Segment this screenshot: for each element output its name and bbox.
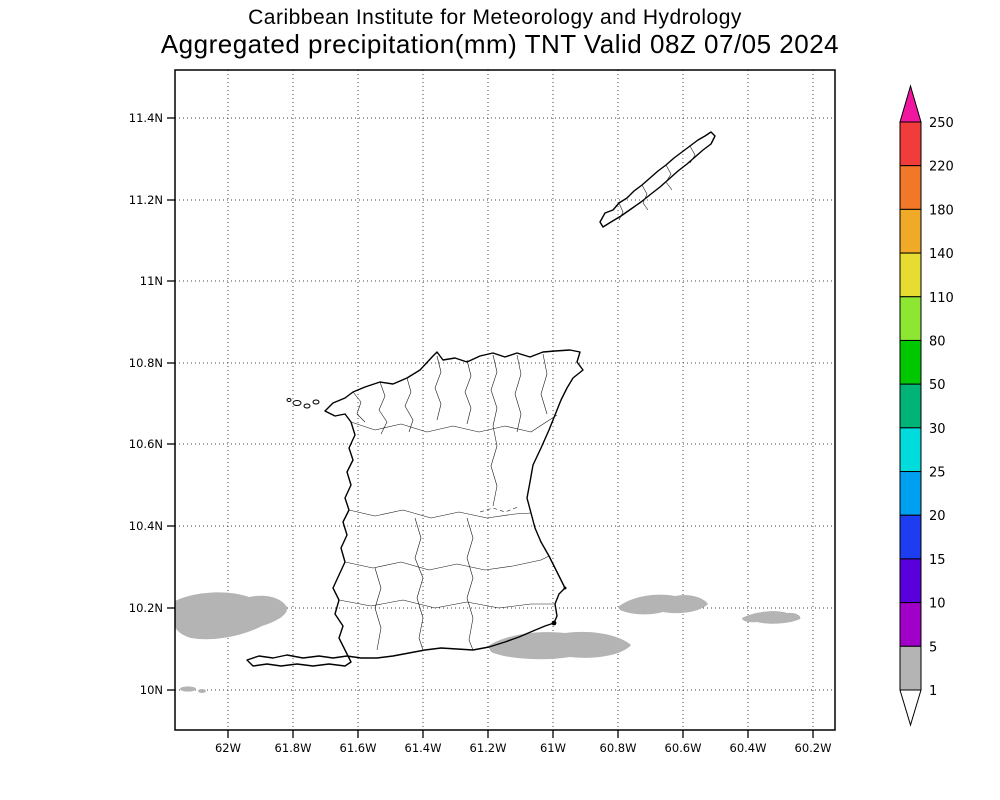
tobago-coastline	[599, 131, 716, 228]
plot-frame	[174, 69, 836, 731]
lon-tick-label: 60.4W	[730, 741, 767, 755]
colorbar-tick-label: 110	[929, 291, 954, 306]
colorbar-tick-label: 80	[929, 334, 946, 349]
lon-tick-label: 61.8W	[275, 741, 312, 755]
colorbar-tick-label: 1	[929, 684, 937, 699]
precip-area-southeast	[618, 594, 708, 615]
lat-tick-label: 10.4N	[129, 519, 163, 533]
colorbar-tick-label: 250	[929, 116, 954, 131]
graticule-lines	[175, 70, 835, 730]
colorbar-segment	[899, 558, 922, 604]
colorbar-segment	[899, 602, 922, 647]
colorbar-tick-label: 50	[929, 378, 946, 393]
lat-tick-label: 10.8N	[129, 356, 163, 370]
lat-tick-label: 11.2N	[129, 193, 163, 207]
trinidad-internal-boundaries	[338, 353, 558, 651]
colorbar-tick-label: 30	[929, 422, 946, 437]
lon-tick-label: 60.2W	[795, 741, 832, 755]
plot-area	[174, 69, 836, 731]
lat-tick-label: 10.6N	[129, 437, 163, 451]
lon-tick-label: 60.8W	[600, 741, 637, 755]
trinidad-coastline	[246, 349, 584, 667]
tobago-internal-boundaries	[618, 145, 696, 221]
bocas-islets	[286, 398, 320, 409]
colorbar-segment	[899, 339, 922, 385]
galeota-point-mark	[551, 620, 557, 626]
trinidad	[246, 349, 584, 667]
precip-shaded-areas	[175, 592, 801, 693]
product-title: Aggregated precipitation(mm) TNT Valid 0…	[160, 29, 840, 59]
colorbar-tick-label: 220	[929, 160, 954, 175]
lat-tick-label: 11.4N	[129, 111, 163, 125]
colorbar-tick-label: 20	[929, 509, 946, 524]
colorbar-segment	[899, 165, 922, 210]
colorbar-tick-label: 140	[929, 247, 954, 262]
lon-tick-label: 61.6W	[340, 741, 377, 755]
precip-speck-1	[180, 686, 196, 692]
colorbar-segment	[899, 514, 922, 560]
latitude-axis-labels: 11.4N 11.2N 11N 10.8N 10.6N 10.4N 10.2N 10N	[129, 111, 163, 697]
colorbar-top-arrow	[899, 84, 922, 123]
precip-area-south-central	[488, 631, 631, 660]
colorbar-segment	[899, 296, 922, 341]
lon-tick-label: 61.2W	[470, 741, 507, 755]
precip-speck-2	[198, 689, 206, 693]
colorbar-segment	[899, 121, 922, 167]
colorbar-segment	[899, 208, 922, 254]
colorbar-tick-label: 15	[929, 553, 946, 568]
mayaro-point-mark	[563, 586, 567, 590]
lon-tick-label: 60.6W	[665, 741, 702, 755]
institute-title: Caribbean Institute for Meteorology and …	[248, 6, 742, 29]
lon-tick-label: 62W	[215, 741, 241, 755]
colorbar-tick-label: 180	[929, 203, 954, 218]
colorbar-segment	[899, 427, 922, 473]
lat-tick-label: 10.2N	[129, 601, 163, 615]
colorbar-segment	[899, 252, 922, 298]
tobago	[599, 131, 716, 228]
lon-tick-label: 61W	[540, 741, 566, 755]
precip-area-far-east	[742, 611, 801, 624]
colorbar-tick-label: 25	[929, 466, 946, 481]
colorbar-tick-label: 5	[929, 640, 937, 655]
precip-area-gulf-of-paria	[175, 592, 288, 640]
axis-ticks	[167, 117, 814, 738]
longitude-axis-labels: 62W 61.8W 61.6W 61.4W 61.2W 61W 60.8W 60.6W 60.4…	[215, 741, 832, 755]
colorbar: 250 220 180 140 110 80 50 30 25 20 15 10 5 1	[899, 84, 954, 727]
colorbar-segment	[899, 471, 922, 516]
colorbar-bottom-arrow	[899, 689, 922, 727]
colorbar-tick-label: 10	[929, 597, 946, 612]
lat-tick-label: 11N	[140, 274, 163, 288]
lon-tick-label: 61.4W	[405, 741, 442, 755]
colorbar-segment	[899, 645, 922, 691]
colorbar-segment	[899, 383, 922, 429]
lat-tick-label: 10N	[140, 683, 163, 697]
